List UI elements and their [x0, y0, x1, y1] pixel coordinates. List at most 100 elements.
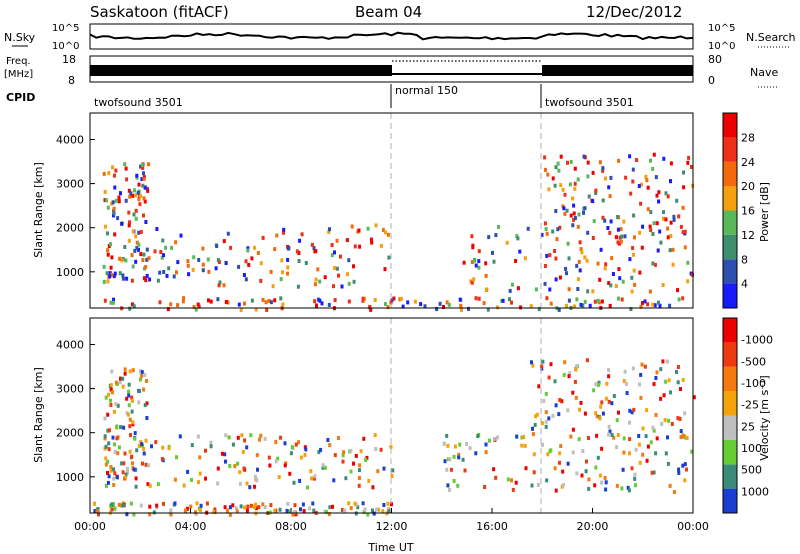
data-cell-3-101 — [574, 367, 578, 372]
data-cell-2-43 — [575, 471, 579, 476]
data-cell-1-39 — [286, 271, 289, 276]
ytick-label-1: 2000 — [56, 427, 84, 440]
data-cell-0-65 — [121, 470, 125, 475]
data-cell-2-26 — [515, 434, 519, 439]
data-cell-2-71 — [604, 480, 608, 485]
data-cell-1-10 — [330, 253, 334, 258]
data-cell-4-36 — [435, 307, 439, 311]
data-cell-3-0 — [572, 211, 576, 216]
data-cell-2-39 — [532, 470, 536, 475]
data-cell-3-55 — [556, 161, 560, 166]
data-cell-4-10 — [581, 303, 585, 308]
data-cell-3-55 — [571, 427, 575, 432]
data-cell-4-61 — [176, 303, 180, 308]
data-cell-3-51 — [558, 398, 562, 402]
data-cell-0-49 — [127, 223, 131, 228]
data-cell-2-68 — [514, 259, 518, 263]
velocity-marks — [93, 358, 696, 517]
data-cell-0-30 — [139, 369, 142, 374]
data-cell-3-29 — [649, 210, 653, 215]
data-cell-4-8 — [235, 506, 238, 511]
data-cell-1-109 — [341, 459, 345, 464]
freq-bar-normal — [392, 73, 542, 75]
data-cell-3-95 — [661, 359, 665, 364]
data-cell-1-62 — [275, 233, 279, 238]
velocity-xticks: 00:00 04:00 08:00 12:00 16:00 20:00 00:00 — [74, 508, 709, 533]
data-cell-3-15 — [594, 411, 598, 416]
data-cell-4-64 — [273, 298, 277, 303]
data-cell-3-31 — [640, 182, 644, 187]
data-cell-3-36 — [540, 364, 544, 369]
data-cell-3-90 — [549, 362, 553, 367]
data-cell-3-98 — [655, 221, 659, 226]
data-cell-0-45 — [107, 447, 111, 452]
data-cell-2-109 — [578, 268, 582, 273]
data-cell-1-69 — [332, 478, 336, 483]
data-cell-3-16 — [571, 390, 575, 395]
data-cell-0-25 — [131, 264, 135, 269]
data-cell-2-51 — [514, 480, 518, 485]
data-cell-3-112 — [608, 230, 612, 235]
data-cell-4-4 — [467, 306, 470, 311]
data-cell-2-98 — [621, 467, 625, 472]
data-cell-3-76 — [544, 227, 548, 232]
data-cell-3-105 — [652, 221, 656, 226]
data-cell-4-43 — [185, 506, 189, 511]
data-cell-2-53 — [656, 248, 660, 253]
data-cell-2-90 — [477, 259, 481, 264]
data-cell-3-113 — [553, 183, 557, 188]
data-cell-1-47 — [209, 440, 213, 445]
data-cell-4-46 — [278, 507, 282, 512]
data-cell-3-110 — [638, 382, 641, 387]
xtick-label-4: 16:00 — [476, 520, 508, 533]
data-cell-0-98 — [112, 274, 116, 279]
data-cell-3-23 — [557, 168, 561, 173]
data-cell-2-17 — [677, 470, 681, 475]
data-cell-1-66 — [312, 246, 316, 251]
data-cell-3-21 — [652, 428, 656, 433]
data-cell-1-96 — [161, 445, 165, 450]
data-cell-4-104 — [460, 307, 463, 312]
data-cell-0-4 — [124, 198, 128, 203]
data-cell-3-69 — [597, 382, 600, 387]
data-cell-2-72 — [561, 483, 565, 488]
data-cell-2-75 — [651, 261, 655, 266]
data-cell-1-101 — [161, 238, 165, 243]
colorbar-tick-4: 20 — [741, 180, 755, 193]
data-cell-4-39 — [169, 508, 173, 513]
data-cell-3-80 — [609, 219, 613, 224]
data-cell-2-54 — [666, 435, 669, 440]
data-cell-0-52 — [106, 252, 110, 257]
data-cell-1-107 — [287, 245, 291, 250]
data-cell-0-114 — [121, 276, 125, 281]
data-cell-3-27 — [610, 433, 614, 437]
data-cell-4-13 — [565, 303, 568, 308]
data-cell-0-55 — [132, 212, 136, 217]
colorbar-swatch-1 — [723, 259, 737, 284]
data-cell-0-91 — [141, 258, 145, 262]
data-cell-1-58 — [288, 471, 292, 476]
data-cell-2-100 — [578, 240, 582, 245]
data-cell-1-30 — [196, 434, 200, 439]
data-cell-3-48 — [632, 213, 636, 218]
colorbar-swatch-1 — [723, 464, 737, 489]
data-cell-0-5 — [119, 425, 123, 430]
data-cell-2-20 — [604, 487, 608, 492]
data-cell-4-23 — [373, 298, 377, 302]
colorbar-frame — [722, 317, 738, 514]
data-cell-2-24 — [520, 443, 524, 448]
data-cell-2-19 — [554, 488, 558, 493]
data-cell-3-73 — [664, 217, 668, 222]
data-cell-1-90 — [267, 455, 271, 460]
data-cell-1-117 — [227, 435, 231, 440]
data-cell-1-14 — [190, 443, 194, 448]
data-cell-3-104 — [554, 209, 558, 213]
ytick-label-0: 1000 — [56, 266, 84, 279]
data-cell-0-35 — [144, 438, 148, 443]
data-cell-0-68 — [114, 198, 118, 203]
freq-bar-first — [90, 65, 392, 76]
data-cell-4-21 — [287, 509, 291, 514]
data-cell-3-94 — [676, 380, 680, 385]
data-cell-4-66 — [361, 296, 365, 301]
data-cell-3-108 — [592, 219, 596, 224]
